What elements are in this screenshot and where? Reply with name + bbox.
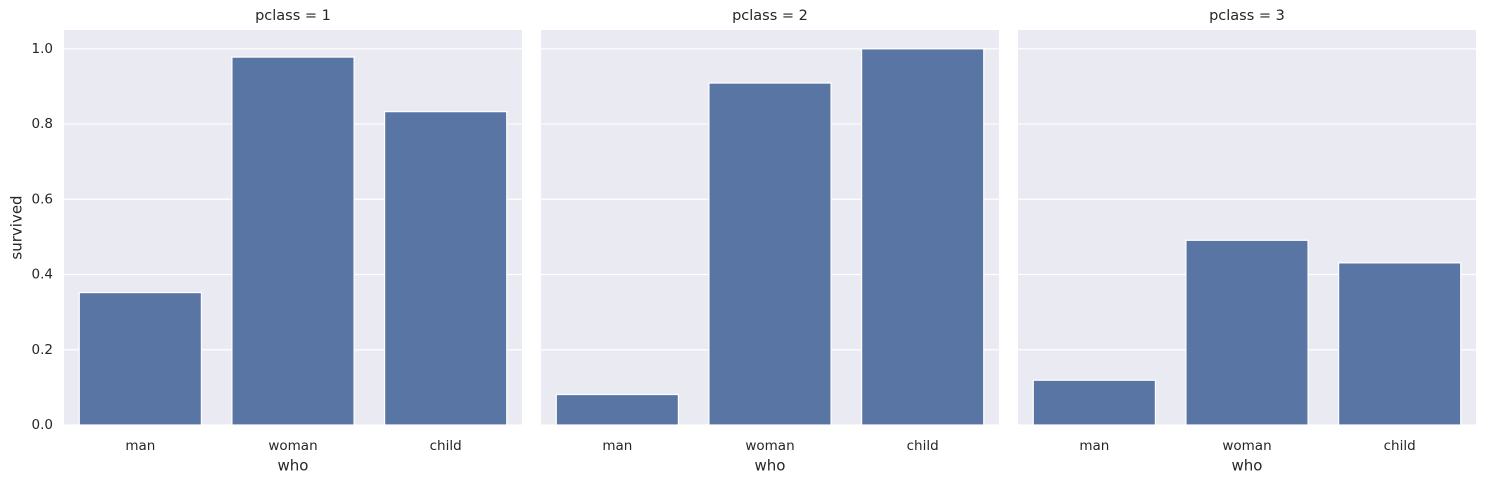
y-tick-label: 0.2: [32, 342, 53, 358]
y-tick-label: 0.4: [32, 267, 53, 283]
x-tick-label: child: [1384, 438, 1416, 454]
x-axis-label: who: [755, 457, 786, 475]
bar: [555, 393, 679, 426]
bar: [231, 56, 355, 426]
panel-title: pclass = 3: [1209, 8, 1285, 24]
bar: [1337, 262, 1462, 426]
bar: [384, 111, 508, 426]
y-tick-label: 0.6: [32, 191, 53, 207]
x-tick-label: man: [602, 438, 632, 454]
bar: [78, 291, 203, 426]
x-tick-label: man: [125, 438, 155, 454]
bar: [1185, 239, 1309, 426]
panel-title: pclass = 2: [732, 8, 808, 24]
y-tick-label: 0.8: [32, 116, 53, 132]
y-axis-label: survived: [8, 195, 26, 259]
y-tick-label: 1.0: [32, 41, 53, 57]
x-axis-label: who: [278, 457, 309, 475]
x-tick-label: woman: [745, 438, 794, 454]
x-axis-label: who: [1232, 457, 1263, 475]
panel-title: pclass = 1: [255, 8, 331, 24]
bar: [860, 48, 985, 426]
x-tick-label: man: [1079, 438, 1109, 454]
x-tick-label: woman: [1222, 438, 1271, 454]
x-tick-label: child: [907, 438, 939, 454]
bar: [1032, 379, 1157, 426]
x-tick-label: child: [430, 438, 462, 454]
y-tick-label: 0.0: [32, 417, 53, 433]
x-tick-label: woman: [268, 438, 317, 454]
bar: [708, 82, 832, 426]
